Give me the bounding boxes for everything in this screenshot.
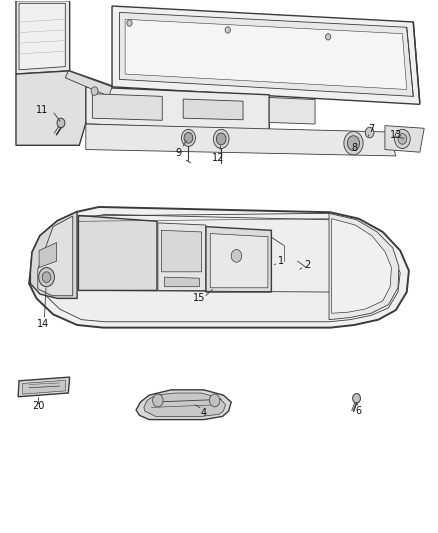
- Polygon shape: [30, 212, 77, 298]
- Text: 9: 9: [176, 148, 182, 158]
- Circle shape: [39, 268, 54, 287]
- Circle shape: [325, 34, 331, 40]
- Text: 8: 8: [351, 143, 357, 153]
- Polygon shape: [120, 12, 413, 96]
- Circle shape: [209, 394, 220, 407]
- Polygon shape: [38, 216, 73, 296]
- Polygon shape: [112, 6, 420, 104]
- Polygon shape: [206, 227, 272, 292]
- Polygon shape: [385, 126, 424, 152]
- Text: 11: 11: [36, 104, 48, 115]
- Polygon shape: [29, 207, 409, 328]
- Polygon shape: [16, 1, 70, 74]
- Circle shape: [181, 130, 195, 147]
- Text: 13: 13: [390, 130, 402, 140]
- Polygon shape: [210, 233, 268, 288]
- Polygon shape: [158, 223, 206, 290]
- Text: 7: 7: [368, 124, 374, 134]
- Circle shape: [231, 249, 242, 262]
- Circle shape: [216, 133, 226, 145]
- Polygon shape: [183, 99, 243, 120]
- Circle shape: [398, 134, 407, 144]
- Circle shape: [213, 130, 229, 149]
- Polygon shape: [10, 187, 428, 437]
- Circle shape: [152, 394, 163, 407]
- Polygon shape: [10, 1, 428, 181]
- Text: 6: 6: [356, 406, 362, 416]
- Text: 14: 14: [37, 319, 49, 329]
- Polygon shape: [22, 380, 65, 394]
- Polygon shape: [86, 87, 269, 131]
- Circle shape: [57, 118, 65, 128]
- Polygon shape: [125, 19, 407, 90]
- Polygon shape: [144, 393, 226, 416]
- Circle shape: [344, 132, 363, 155]
- Text: 12: 12: [212, 152, 224, 163]
- Circle shape: [353, 393, 360, 403]
- Circle shape: [184, 133, 193, 143]
- Polygon shape: [161, 230, 201, 272]
- Polygon shape: [38, 214, 400, 322]
- Circle shape: [91, 87, 98, 95]
- Text: 1: 1: [278, 256, 284, 266]
- Polygon shape: [332, 219, 392, 313]
- Text: 20: 20: [32, 401, 44, 411]
- Polygon shape: [136, 390, 231, 419]
- Polygon shape: [78, 215, 157, 290]
- Polygon shape: [329, 213, 399, 320]
- Polygon shape: [39, 243, 57, 268]
- Circle shape: [225, 27, 230, 33]
- Text: 4: 4: [201, 408, 207, 418]
- Polygon shape: [92, 94, 162, 120]
- Polygon shape: [269, 98, 315, 124]
- Circle shape: [42, 272, 51, 282]
- Circle shape: [395, 130, 410, 149]
- Text: 2: 2: [304, 261, 310, 270]
- Polygon shape: [16, 71, 112, 146]
- Polygon shape: [19, 3, 65, 70]
- Polygon shape: [18, 377, 70, 397]
- Polygon shape: [164, 277, 199, 287]
- Circle shape: [347, 136, 360, 151]
- Polygon shape: [65, 71, 112, 96]
- Text: 15: 15: [193, 293, 205, 303]
- Circle shape: [365, 127, 374, 138]
- Circle shape: [127, 20, 132, 26]
- Polygon shape: [86, 124, 396, 156]
